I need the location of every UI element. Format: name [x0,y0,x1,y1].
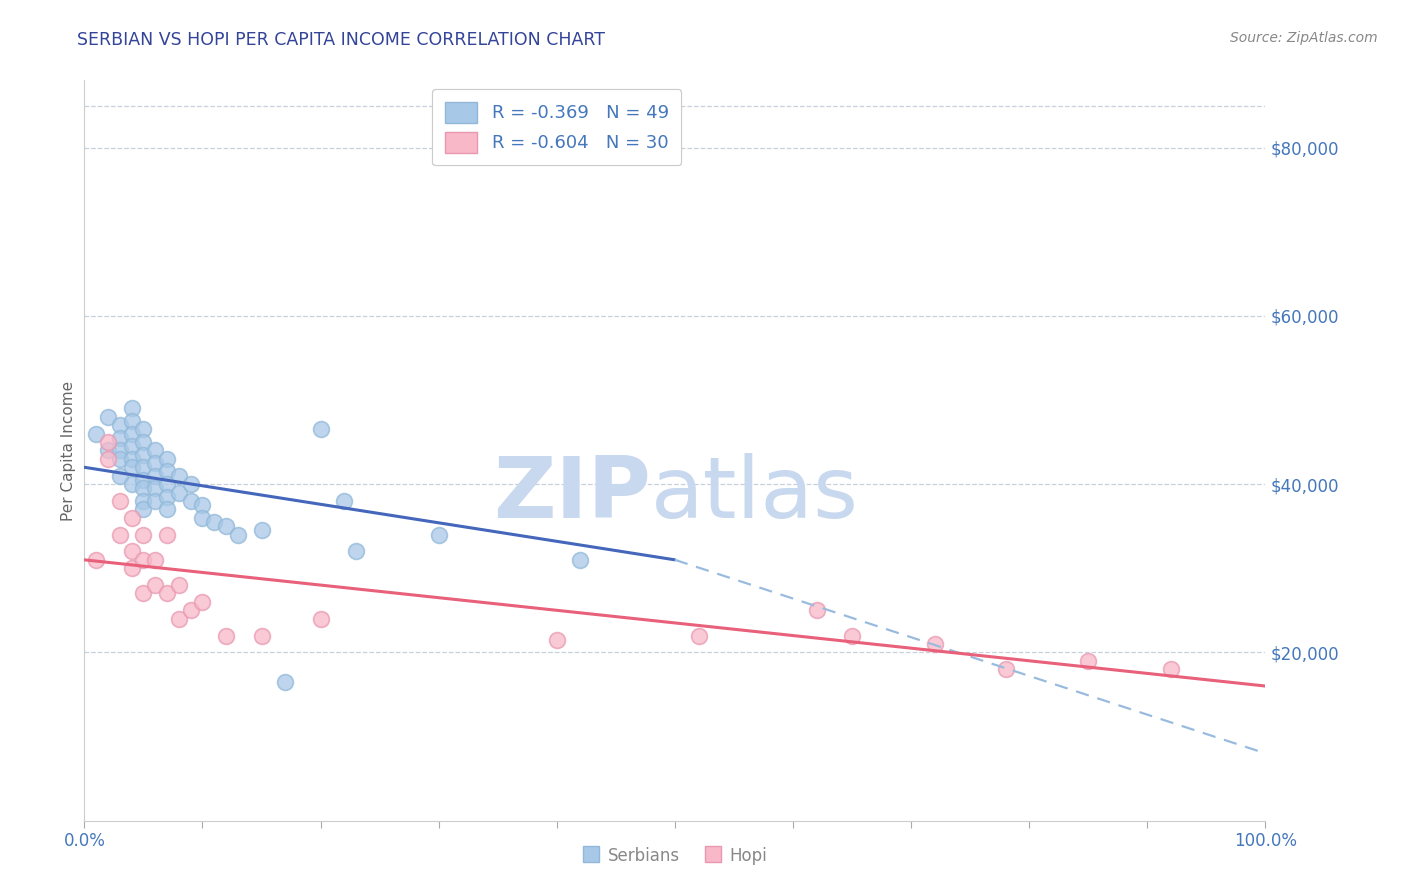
Point [924,637,946,651]
Point [132,481,155,495]
Point [1077,654,1099,668]
Point [806,603,828,617]
Point [250,524,273,538]
Point [841,628,863,642]
Point [156,527,179,541]
Point [215,628,238,642]
Point [156,490,179,504]
Point [132,460,155,475]
Point [143,443,166,458]
Point [132,586,155,600]
Point [143,468,166,483]
Point [156,586,179,600]
Point [108,494,131,508]
Point [167,612,190,626]
Point [108,468,131,483]
Point [121,460,143,475]
Point [180,603,202,617]
Point [156,502,179,516]
Point [215,519,238,533]
Point [84,553,107,567]
Point [156,451,179,466]
Point [143,553,166,567]
Point [121,401,143,416]
Point [108,431,131,445]
Point [180,477,202,491]
Point [344,544,367,558]
Point [97,443,120,458]
Point [132,422,155,436]
Point [97,435,120,450]
Point [132,494,155,508]
Point [167,485,190,500]
Point [202,515,225,529]
Point [108,451,131,466]
Point [132,435,155,450]
Text: Source: ZipAtlas.com: Source: ZipAtlas.com [1230,31,1378,45]
Point [132,527,155,541]
Point [569,553,592,567]
Point [121,561,143,575]
Point [226,527,249,541]
Point [108,527,131,541]
Point [191,498,214,512]
Point [121,510,143,524]
Point [121,451,143,466]
Point [84,426,107,441]
Point [121,477,143,491]
Point [143,481,166,495]
Point [167,578,190,592]
Y-axis label: Per Capita Income: Per Capita Income [60,380,76,521]
Text: ZIP: ZIP [494,453,651,536]
Point [121,544,143,558]
Point [156,465,179,479]
Point [132,502,155,516]
Point [132,473,155,487]
Point [1160,662,1182,676]
Point [546,632,568,647]
Point [427,527,450,541]
Point [688,628,710,642]
Point [333,494,356,508]
Text: SERBIAN VS HOPI PER CAPITA INCOME CORRELATION CHART: SERBIAN VS HOPI PER CAPITA INCOME CORREL… [77,31,606,49]
Point [274,674,297,689]
Point [309,612,332,626]
Point [191,595,214,609]
Point [250,628,273,642]
Point [121,426,143,441]
Point [167,468,190,483]
Legend: R = -0.369   N = 49, R = -0.604   N = 30: R = -0.369 N = 49, R = -0.604 N = 30 [432,89,682,165]
Point [309,422,332,436]
Point [97,409,120,424]
Point [108,443,131,458]
Point [121,439,143,453]
Point [191,510,214,524]
Point [97,451,120,466]
Point [156,477,179,491]
Point [994,662,1017,676]
Point [132,448,155,462]
Point [143,578,166,592]
Text: atlas: atlas [651,453,859,536]
Point [132,553,155,567]
Point [143,494,166,508]
Point [143,456,166,470]
Point [121,414,143,428]
Point [180,494,202,508]
Point [108,418,131,433]
